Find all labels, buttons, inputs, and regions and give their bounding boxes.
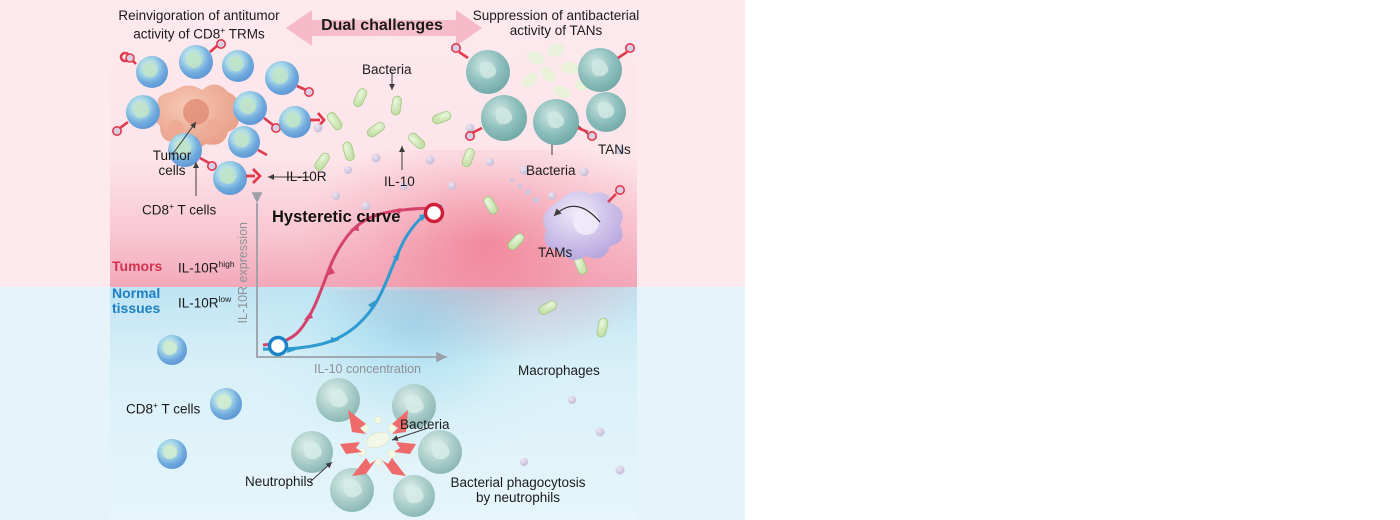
right-strip-top [637, 0, 745, 287]
left-strip-bottom [0, 287, 110, 520]
cd8-t-cells-top [112, 38, 326, 195]
left-strip-top [0, 0, 110, 287]
graphical-abstract: Reinvigoration of antitumor activity of … [0, 0, 745, 520]
article-panel: Cell CellPress Available online 3 March … [745, 0, 1400, 520]
abstract-illustration [112, 10, 635, 517]
dual-challenges-arrow [286, 10, 482, 46]
low-state-marker [267, 335, 289, 357]
right-strip-bottom [637, 287, 745, 520]
phagocytosis-arrows [340, 410, 416, 476]
high-state-marker [423, 202, 445, 224]
neutrophil-cluster [291, 378, 462, 517]
blue-branch [262, 204, 443, 351]
hysteresis-chart [251, 192, 447, 363]
tans-cluster [450, 42, 635, 145]
bacteria-engulfed [340, 410, 429, 476]
red-branch-arrows [274, 208, 401, 349]
cd8-t-cells-bottom [157, 335, 242, 469]
tam-macrophage [509, 177, 625, 260]
tumor-cluster [153, 84, 239, 149]
